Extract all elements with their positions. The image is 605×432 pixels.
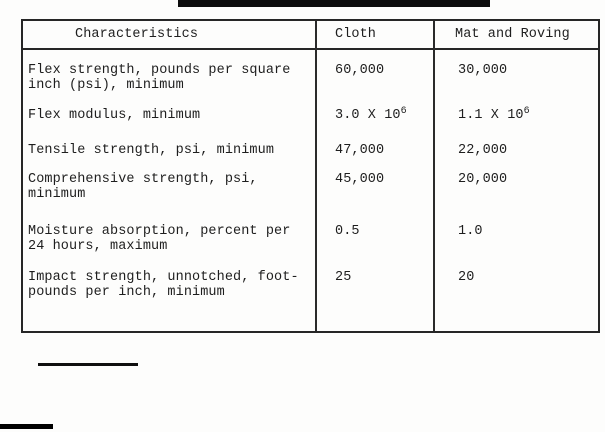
cloth-value-cell: 3.0 X 106	[315, 93, 433, 124]
footnote-rule	[38, 363, 138, 366]
table-row-flex-strength: Flex strength, pounds per square inch (p…	[23, 50, 598, 93]
value-base: 3.0 X 10	[335, 108, 401, 123]
cloth-value-cell: 0.5	[335, 224, 360, 239]
value-exponent: 6	[400, 106, 407, 117]
cloth-value-cell: 45,000	[335, 172, 385, 187]
cloth-value-cell: 25	[335, 270, 352, 285]
value-exponent: 6	[523, 106, 530, 117]
table-row-comprehensive-strength: Comprehensive strength, psi, minimum 45,…	[23, 158, 598, 202]
table-row-flex-modulus: Flex modulus, minimum 3.0 X 106 1.1 X 10…	[23, 93, 598, 124]
mat-roving-value-cell: 1.1 X 106	[433, 93, 598, 124]
mat-roving-value-cell: 20	[458, 270, 475, 285]
header-cell-mat-and-roving: Mat and Roving	[455, 27, 570, 42]
properties-table: Characteristics Cloth Mat and Roving Fle…	[21, 19, 600, 333]
characteristic-cell: Moisture absorption, percent per 24 hour…	[28, 224, 291, 254]
characteristic-cell: Flex modulus, minimum	[28, 108, 201, 123]
header-cell-characteristics: Characteristics	[75, 27, 199, 42]
bottom-left-bar	[0, 424, 53, 429]
mat-roving-value-cell: 30,000	[458, 63, 508, 78]
characteristic-cell: Tensile strength, psi, minimum	[28, 143, 275, 158]
table-row-tensile-strength: Tensile strength, psi, minimum 47,000 22…	[23, 123, 598, 158]
header-cell-cloth: Cloth	[335, 27, 377, 42]
title-underline-bar	[178, 0, 490, 7]
mat-roving-value-cell: 1.0	[458, 224, 483, 239]
value-base: 1.1 X 10	[458, 108, 524, 123]
cloth-value-cell: 47,000	[335, 143, 385, 158]
column-divider-1	[315, 21, 317, 331]
characteristic-cell: Impact strength, unnotched, foot- pounds…	[28, 270, 299, 300]
mat-roving-value-cell: 20,000	[458, 172, 508, 187]
mat-roving-value-cell: 22,000	[458, 143, 508, 158]
characteristic-cell: Flex strength, pounds per square inch (p…	[28, 63, 291, 93]
characteristic-cell: Comprehensive strength, psi, minimum	[28, 172, 258, 202]
table-header-row: Characteristics Cloth Mat and Roving	[23, 21, 598, 50]
table-row-moisture-absorption: Moisture absorption, percent per 24 hour…	[23, 202, 598, 254]
table-row-impact-strength: Impact strength, unnotched, foot- pounds…	[23, 254, 598, 300]
column-divider-2	[433, 21, 435, 331]
cloth-value-cell: 60,000	[335, 63, 385, 78]
